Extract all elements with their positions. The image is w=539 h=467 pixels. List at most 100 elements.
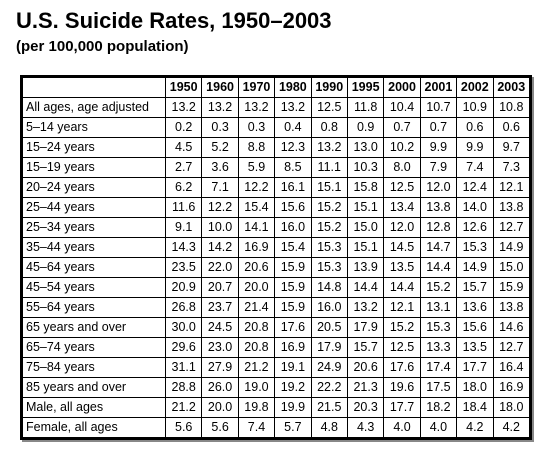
- table-cell: 12.2: [237, 177, 276, 198]
- table-cell: 4.0: [383, 417, 421, 438]
- row-label: 20–24 years: [22, 177, 166, 198]
- table-cell: 16.1: [274, 177, 312, 198]
- table-cell: 20.3: [346, 397, 385, 418]
- table-cell: 23.5: [164, 257, 203, 278]
- table-cell: 12.1: [492, 177, 531, 198]
- table-cell: 18.2: [419, 397, 458, 418]
- table-cell: 15.1: [310, 177, 348, 198]
- table-cell: 13.2: [346, 297, 385, 318]
- page-subtitle: (per 100,000 population): [16, 38, 189, 55]
- table-cell: 0.4: [274, 117, 312, 138]
- table-cell: 10.9: [456, 97, 494, 118]
- row-label: 85 years and over: [22, 377, 166, 398]
- table-cell: 17.7: [383, 397, 421, 418]
- column-header: 1995: [346, 77, 385, 98]
- table-cell: 12.7: [492, 217, 531, 238]
- table-cell: 4.8: [310, 417, 348, 438]
- table-cell: 26.8: [164, 297, 203, 318]
- table-cell: 8.8: [237, 137, 276, 158]
- table-cell: 6.2: [164, 177, 203, 198]
- table-cell: 10.3: [346, 157, 385, 178]
- table-cell: 0.6: [456, 117, 494, 138]
- table-cell: 0.3: [237, 117, 276, 138]
- rates-table-frame: 1950 1960 1970 1980 1990 1995 2000 2001 2002 2003…: [20, 75, 532, 440]
- table-cell: 19.2: [274, 377, 312, 398]
- table-cell: 13.3: [419, 337, 458, 358]
- table-cell: 17.6: [274, 317, 312, 338]
- suicide-rates-table: 1950 1960 1970 1980 1990 1995 2000 2001 2002 2003…: [22, 77, 531, 438]
- table-cell: 19.8: [237, 397, 276, 418]
- table-cell: 30.0: [164, 317, 203, 338]
- table-cell: 3.6: [201, 157, 239, 178]
- row-label: 75–84 years: [22, 357, 166, 378]
- table-corner-cell: [22, 77, 166, 98]
- table-cell: 8.5: [274, 157, 312, 178]
- table-cell: 14.5: [383, 237, 421, 258]
- table-cell: 13.8: [492, 197, 531, 218]
- row-label: 15–19 years: [22, 157, 166, 178]
- table-cell: 15.1: [346, 197, 385, 218]
- table-cell: 12.0: [419, 177, 458, 198]
- column-header: 2001: [419, 77, 458, 98]
- table-cell: 13.2: [310, 137, 348, 158]
- table-cell: 14.3: [164, 237, 203, 258]
- table-cell: 11.6: [164, 197, 203, 218]
- table-cell: 13.2: [274, 97, 312, 118]
- table-cell: 4.2: [492, 417, 531, 438]
- table-cell: 15.9: [492, 277, 531, 298]
- table-cell: 15.2: [310, 197, 348, 218]
- table-cell: 15.4: [237, 197, 276, 218]
- table-cell: 13.6: [456, 297, 494, 318]
- table-cell: 20.8: [237, 317, 276, 338]
- column-header: 2003: [492, 77, 531, 98]
- column-header: 1960: [201, 77, 239, 98]
- table-row: 45–64 years 23.5 22.0 20.6 15.9 15.3 13.9 13.5 1…: [22, 257, 531, 278]
- table-cell: 15.3: [310, 257, 348, 278]
- table-cell: 13.1: [419, 297, 458, 318]
- table-cell: 10.0: [201, 217, 239, 238]
- table-cell: 21.5: [310, 397, 348, 418]
- row-label: 25–44 years: [22, 197, 166, 218]
- table-cell: 0.2: [164, 117, 203, 138]
- table-cell: 12.6: [456, 217, 494, 238]
- table-cell: 7.4: [237, 417, 276, 438]
- table-cell: 20.6: [237, 257, 276, 278]
- table-cell: 13.5: [383, 257, 421, 278]
- table-cell: 7.3: [492, 157, 531, 178]
- table-row: 5–14 years 0.2 0.3 0.3 0.4 0.8 0.9 0.7 0.7 0.6 0.6: [22, 117, 531, 138]
- table-row: 55–64 years 26.8 23.7 21.4 15.9 16.0 13.2 12.1 1…: [22, 297, 531, 318]
- table-cell: 12.8: [419, 217, 458, 238]
- table-cell: 24.5: [201, 317, 239, 338]
- table-row: Female, all ages 5.6 5.6 7.4 5.7 4.8 4.3 4.0 4.0…: [22, 417, 531, 438]
- column-header: 1950: [164, 77, 203, 98]
- table-cell: 12.7: [492, 337, 531, 358]
- table-cell: 5.6: [164, 417, 203, 438]
- table-cell: 15.9: [274, 257, 312, 278]
- table-cell: 15.0: [492, 257, 531, 278]
- table-cell: 15.2: [419, 277, 458, 298]
- table-cell: 9.9: [456, 137, 494, 158]
- table-cell: 16.9: [492, 377, 531, 398]
- table-cell: 15.6: [274, 197, 312, 218]
- table-cell: 0.3: [201, 117, 239, 138]
- table-cell: 15.2: [383, 317, 421, 338]
- table-cell: 5.6: [201, 417, 239, 438]
- table-row: 85 years and over 28.8 26.0 19.0 19.2 22.2 21.…: [22, 377, 531, 398]
- table-row: 65–74 years 29.6 23.0 20.8 16.9 17.9 15.7 12.5 1…: [22, 337, 531, 358]
- table-cell: 14.8: [310, 277, 348, 298]
- table-cell: 23.7: [201, 297, 239, 318]
- table-cell: 5.7: [274, 417, 312, 438]
- row-label: 5–14 years: [22, 117, 166, 138]
- table-cell: 19.6: [383, 377, 421, 398]
- table-cell: 19.9: [274, 397, 312, 418]
- table-row: All ages, age adjusted 13.2 13.2 13.2 13.2 12…: [22, 97, 531, 118]
- table-cell: 19.0: [237, 377, 276, 398]
- table-cell: 16.9: [237, 237, 276, 258]
- table-row: 35–44 years 14.3 14.2 16.9 15.4 15.3 15.1 14.5 1…: [22, 237, 531, 258]
- table-cell: 15.3: [419, 317, 458, 338]
- table-cell: 12.1: [383, 297, 421, 318]
- row-label: Female, all ages: [22, 417, 166, 438]
- table-cell: 14.4: [419, 257, 458, 278]
- table-cell: 20.7: [201, 277, 239, 298]
- table-cell: 17.4: [419, 357, 458, 378]
